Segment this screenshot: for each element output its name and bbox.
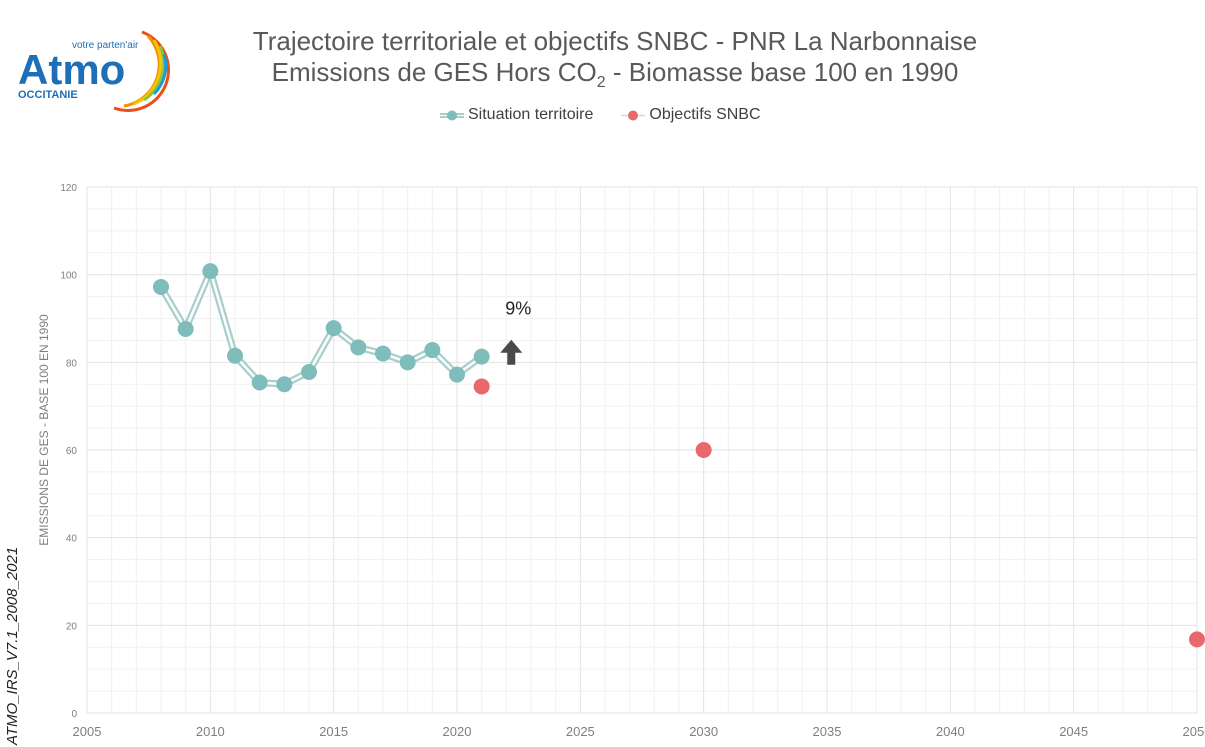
logo-arc-5 bbox=[152, 53, 168, 96]
point-territoire bbox=[399, 354, 416, 371]
point-snbc bbox=[695, 442, 712, 458]
series-line-territoire-inner bbox=[159, 269, 483, 386]
y-tick-label: 80 bbox=[66, 358, 78, 369]
y-tick-label: 100 bbox=[60, 271, 77, 282]
point-territoire bbox=[153, 278, 169, 295]
logo-arc-3 bbox=[133, 39, 163, 106]
version-label: ATMO_IRS_V7.1_2008_2021 bbox=[4, 546, 21, 745]
y-tick-label: 60 bbox=[66, 446, 78, 457]
point-territoire bbox=[325, 320, 342, 337]
x-tick-label: 2045 bbox=[1059, 724, 1088, 739]
logo-region: OCCITANIE bbox=[18, 89, 78, 101]
point-territoire bbox=[301, 363, 317, 380]
point-territoire bbox=[251, 374, 268, 391]
legend-item-territoire: Situation territoire bbox=[440, 106, 593, 124]
annotation: 9% bbox=[500, 299, 531, 365]
x-tick-label: 2050 bbox=[1183, 724, 1205, 739]
y-tick-label: 0 bbox=[71, 709, 77, 720]
arrow-up-icon bbox=[500, 339, 523, 365]
chart-legend: Situation territoire Objectifs SNBC bbox=[440, 104, 789, 126]
series-lines bbox=[157, 267, 484, 388]
legend-item-snbc: Objectifs SNBC bbox=[621, 106, 761, 124]
title-line-1: Trajectoire territoriale et objectifs SN… bbox=[252, 26, 978, 56]
point-territoire bbox=[424, 342, 441, 359]
major-gridlines bbox=[86, 186, 1198, 714]
logo-brand: Atmo bbox=[18, 46, 125, 93]
logo-tagline: votre parten'air bbox=[72, 40, 139, 51]
atmo-occitanie-logo: votre parten'air Atmo OCCITANIE bbox=[18, 30, 170, 112]
y-tick-label: 20 bbox=[66, 621, 78, 632]
annotation-label: 9% bbox=[505, 299, 531, 319]
point-territoire bbox=[276, 376, 293, 393]
series-line-territoire-outer bbox=[157, 267, 484, 388]
title-line-2-post: - Biomasse base 100 en 1990 bbox=[605, 57, 959, 87]
x-tick-label: 2010 bbox=[196, 724, 225, 739]
y-axis-title: EMISSIONS DE GES - BASE 100 EN 1990 bbox=[37, 314, 51, 546]
legend-label-snbc: Objectifs SNBC bbox=[649, 106, 761, 123]
legend-marker-snbc bbox=[621, 110, 646, 121]
point-territoire bbox=[375, 345, 391, 362]
title-line-2: Emissions de GES Hors CO2 - Biomasse bas… bbox=[220, 57, 1010, 98]
point-snbc bbox=[473, 378, 490, 395]
y-axis-ticks: 0 20 40 60 80 100 120 bbox=[60, 183, 77, 720]
logo-arc-1 bbox=[113, 30, 170, 112]
logo-arc-4 bbox=[143, 45, 166, 102]
y-tick-label: 40 bbox=[66, 534, 78, 545]
series-points bbox=[153, 263, 1205, 648]
point-territoire bbox=[350, 339, 367, 356]
point-territoire bbox=[227, 347, 243, 364]
x-tick-label: 2040 bbox=[936, 724, 965, 739]
x-tick-label: 2015 bbox=[319, 724, 348, 739]
x-tick-label: 2025 bbox=[566, 724, 595, 739]
x-tick-label: 2020 bbox=[443, 724, 472, 739]
legend-marker-territoire bbox=[440, 110, 464, 121]
point-territoire bbox=[177, 321, 194, 338]
x-tick-label: 2005 bbox=[73, 724, 102, 739]
title-line-2-sub: 2 bbox=[596, 74, 606, 92]
y-tick-label: 120 bbox=[60, 183, 77, 194]
point-territoire bbox=[473, 348, 490, 365]
point-territoire bbox=[202, 263, 219, 280]
chart-title: Trajectoire territoriale et objectifs SN… bbox=[220, 26, 1010, 98]
point-territoire bbox=[449, 366, 465, 383]
x-tick-label: 2030 bbox=[689, 724, 718, 739]
point-snbc bbox=[1189, 631, 1205, 648]
x-axis-ticks: 2005 2010 2015 2020 2025 2030 2035 2040 2045 2050 bbox=[73, 724, 1205, 739]
x-tick-label: 2035 bbox=[813, 724, 842, 739]
legend-label-territoire: Situation territoire bbox=[468, 106, 594, 123]
title-line-2-pre: Emissions de GES Hors CO bbox=[271, 57, 597, 87]
